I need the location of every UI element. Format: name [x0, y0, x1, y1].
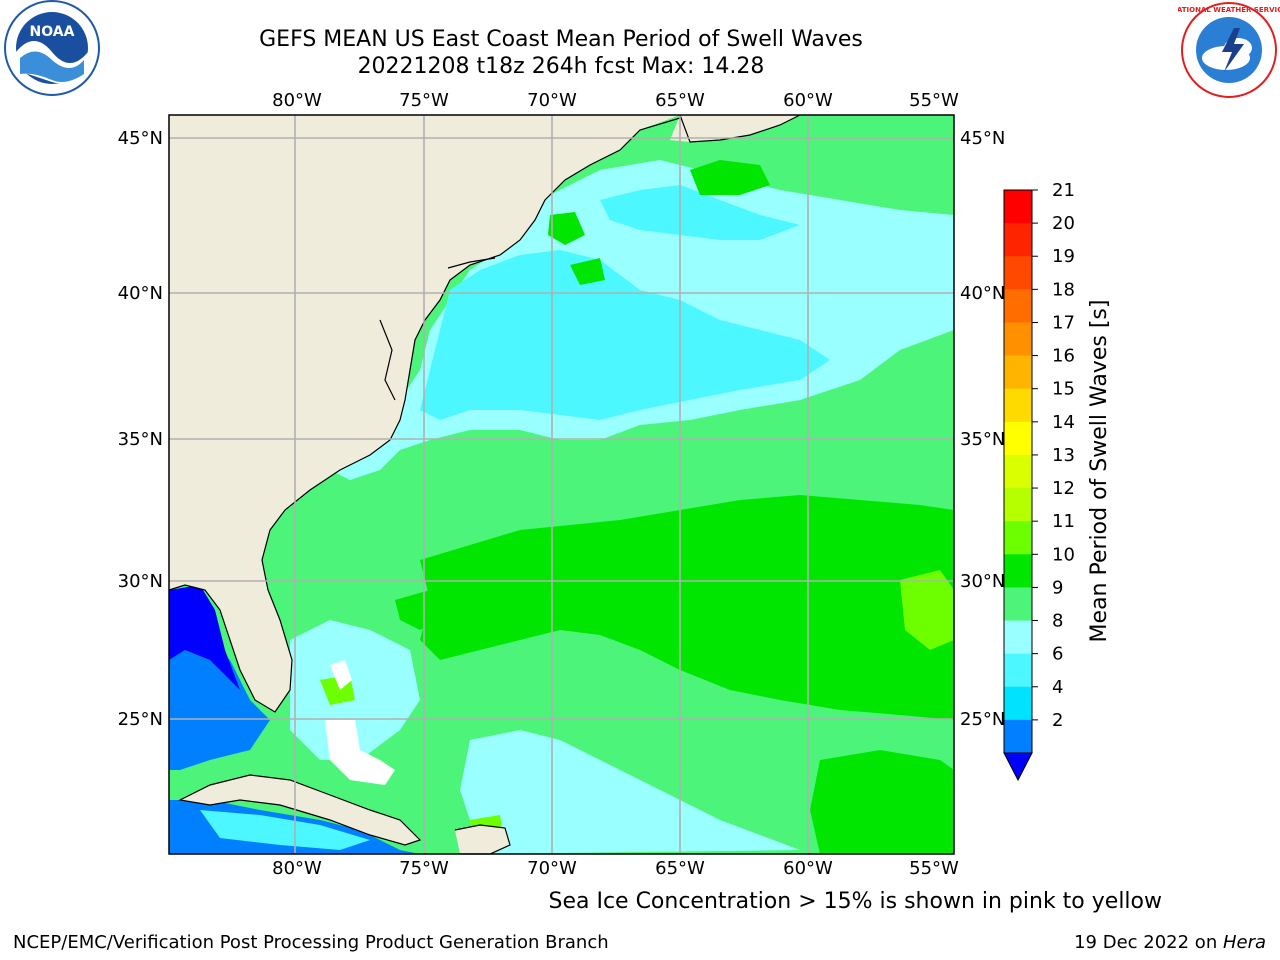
swell-zone-green-east-edge	[900, 570, 954, 650]
lon-label: 80°W	[272, 858, 322, 879]
colorbar-swatch	[1004, 653, 1032, 688]
colorbar-label: 17	[1052, 312, 1075, 333]
land-hispaniola	[455, 825, 510, 854]
colorbar-swatch	[1004, 554, 1032, 588]
colorbar-label: 21	[1052, 180, 1075, 201]
swell-zone-green-west	[395, 590, 440, 630]
colorbar-title: Mean Period of Swell Waves [s]	[1087, 300, 1112, 643]
lat-labels-left: 45°N 40°N 35°N 30°N 25°N	[118, 128, 163, 730]
lat-label: 30°N	[118, 571, 163, 592]
map-field	[169, 115, 954, 854]
colorbar-swatch	[1004, 620, 1032, 655]
colorbar-label: 11	[1052, 511, 1075, 532]
swell-zone-light-cyan-southwest	[290, 620, 420, 760]
swell-zone-caribbean-cyan	[200, 810, 370, 850]
bahamas-banks-2	[330, 660, 352, 690]
land-north-america	[169, 115, 680, 712]
lat-label: 40°N	[960, 283, 1005, 304]
colorbar-label: 19	[1052, 246, 1075, 267]
swell-zone-green-north	[780, 118, 954, 210]
graticule	[169, 115, 954, 854]
colorbar-swatch	[1004, 686, 1032, 721]
lon-label: 70°W	[527, 858, 577, 879]
sea-ice-note: Sea Ice Concentration > 15% is shown in …	[548, 889, 1162, 914]
credit-date-text: 19 Dec 2022 on	[1074, 932, 1223, 953]
lon-label: 75°W	[399, 90, 449, 111]
colorbar-swatch	[1004, 719, 1032, 754]
lat-label: 35°N	[118, 429, 163, 450]
lat-label: 45°N	[960, 128, 1005, 149]
colorbar-label: 13	[1052, 445, 1075, 466]
colorbar-swatch	[1004, 322, 1032, 357]
lat-label: 40°N	[118, 283, 163, 304]
colorbar-label: 10	[1052, 544, 1075, 565]
credit-machine: Hera	[1222, 932, 1266, 953]
swell-zone-gulf-blue	[169, 630, 270, 770]
bahamas-banks	[325, 720, 395, 785]
land-maritimes	[670, 115, 800, 142]
colorbar-label: 6	[1052, 644, 1063, 665]
swell-zone-green-north-2	[690, 160, 770, 195]
colorbar-swatch	[1004, 488, 1032, 522]
credit-date: 19 Dec 2022 on Hera	[1074, 932, 1266, 953]
swell-zone-cyan-2	[600, 185, 800, 240]
colorbar-swatch	[1004, 521, 1032, 555]
lon-label: 70°W	[527, 90, 577, 111]
swell-zone-green-spot-2	[570, 258, 605, 285]
credit-organization: NCEP/EMC/Verification Post Processing Pr…	[13, 932, 609, 953]
colorbar-swatch	[1004, 256, 1032, 290]
colorbar-label: 8	[1052, 611, 1063, 632]
lat-label: 25°N	[960, 709, 1005, 730]
colorbar-label: 15	[1052, 379, 1075, 400]
lon-labels-bottom: 80°W 75°W 70°W 65°W 60°W 55°W	[272, 858, 959, 879]
colorbar-label: 16	[1052, 346, 1075, 367]
colorbar-swatch	[1004, 190, 1032, 224]
lat-label: 35°N	[960, 429, 1005, 450]
colorbar-label: 20	[1052, 213, 1075, 234]
colorbar-frame	[1003, 189, 1033, 754]
colorbar-swatch	[1004, 587, 1032, 622]
lon-labels-top: 80°W 75°W 70°W 65°W 60°W 55°W	[272, 90, 959, 111]
noaa-logo: NOAA	[4, 0, 100, 96]
colorbar-label: 4	[1052, 677, 1063, 698]
lon-label: 60°W	[783, 90, 833, 111]
swell-zone-green-southeast	[810, 750, 954, 854]
swell-zone-green-spot	[548, 212, 585, 245]
lat-label: 45°N	[118, 128, 163, 149]
colorbar-label: 18	[1052, 279, 1075, 300]
colorbar-label: 2	[1052, 710, 1063, 731]
lon-label: 65°W	[655, 90, 705, 111]
colorbar-label: 14	[1052, 412, 1075, 433]
swell-zone-light-cyan-south	[460, 730, 800, 854]
colorbar-swatch	[1004, 421, 1032, 456]
chart-title: GEFS MEAN US East Coast Mean Period of S…	[259, 27, 863, 52]
lat-label: 30°N	[960, 571, 1005, 592]
colorbar-under-arrow	[1003, 752, 1033, 782]
lon-label: 80°W	[272, 90, 322, 111]
colorbar-swatch	[1004, 223, 1032, 257]
lat-label: 25°N	[118, 709, 163, 730]
colorbar-label: 12	[1052, 478, 1075, 499]
colorbar: 21 20 19 18 17 16 15 14 13 12 11 10 9 8 6 4 2	[1003, 180, 1075, 782]
colorbar-swatch	[1004, 388, 1032, 423]
lon-label: 55°W	[909, 858, 959, 879]
chart-subtitle: 20221208 t18z 264h fcst Max: 14.28	[357, 54, 765, 79]
lon-label: 75°W	[399, 858, 449, 879]
swell-zone-gulf-deep-blue	[169, 585, 240, 690]
nws-logo: NATIONAL WEATHER SERVICE	[1178, 2, 1280, 98]
lat-labels-right: 45°N 40°N 35°N 30°N 25°N	[960, 128, 1005, 730]
lon-label: 55°W	[909, 90, 959, 111]
colorbar-label: 9	[1052, 577, 1063, 598]
colorbar-swatch	[1004, 289, 1032, 323]
lon-label: 65°W	[655, 858, 705, 879]
land-cuba	[180, 775, 420, 845]
lon-label: 60°W	[783, 858, 833, 879]
colorbar-swatch	[1004, 454, 1032, 489]
nws-logo-text: NATIONAL WEATHER SERVICE	[1178, 6, 1280, 14]
noaa-logo-text: NOAA	[30, 24, 75, 40]
map-frame	[168, 114, 955, 855]
colorbar-swatch	[1004, 355, 1032, 390]
swell-zone-dark-green	[420, 495, 954, 720]
